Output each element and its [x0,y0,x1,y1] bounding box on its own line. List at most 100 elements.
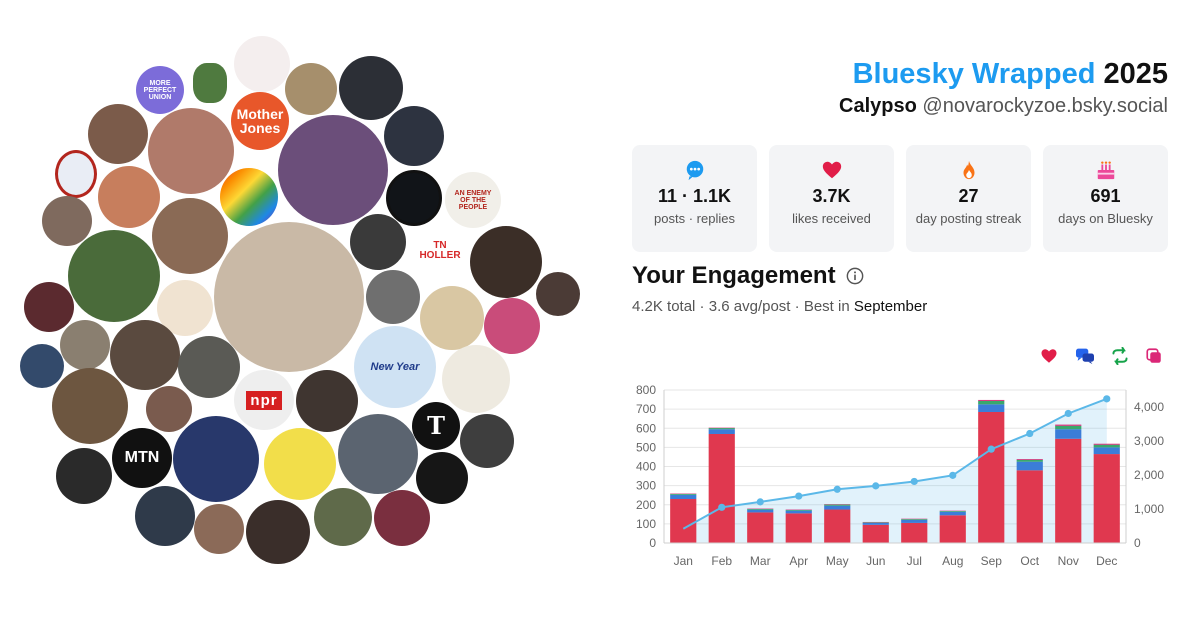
engagement-summary: 4.2K total · 3.6 avg/post · Best in Sept… [632,298,928,315]
stat-caption: day posting streak [915,211,1022,226]
avatar[interactable] [60,320,110,370]
bar-segment [824,504,851,506]
x-tick-label: Aug [942,554,963,568]
bar-segment [1055,429,1082,439]
bar-segment [978,404,1005,412]
bar-segment [747,509,774,513]
avatar[interactable] [278,115,388,225]
cumulative-point [910,477,918,486]
avatar[interactable] [148,108,234,194]
engagement-heading: Your Engagement [632,262,836,289]
avatar[interactable] [214,222,364,372]
bar-segment [708,428,735,430]
y-right-tick-label: 3,000 [1134,434,1164,448]
bar-segment [708,429,735,434]
info-icon[interactable] [846,267,864,285]
avatar[interactable] [88,104,148,164]
avatar[interactable] [110,320,180,390]
bar-segment [747,512,774,543]
avatar[interactable] [220,168,278,226]
avatar[interactable] [484,298,540,354]
y-left-tick-label: 0 [649,536,656,550]
x-tick-label: Jun [866,554,885,568]
avatar[interactable] [384,106,444,166]
y-right-tick-label: 0 [1134,536,1141,550]
user-identity: Calypso @novarockyzoe.bsky.social [839,95,1168,118]
avatar[interactable] [178,336,240,398]
reply-icon[interactable] [1075,347,1095,367]
repost-icon[interactable] [1110,346,1130,367]
bar-segment [785,510,812,514]
avatar[interactable] [135,486,195,546]
heart-icon [769,159,894,181]
avatar[interactable] [536,272,580,316]
npr-logo[interactable]: npr [234,370,294,430]
bar-segment [939,515,966,543]
page-title: Bluesky Wrapped 2025 [853,58,1168,91]
cumulative-point [872,482,880,490]
cumulative-line [682,397,1108,530]
tn-holler-logo[interactable]: TN HOLLER [412,236,468,266]
avatar[interactable] [338,414,418,494]
engagement-title: Your Engagement [632,262,864,290]
bar-segment [747,508,774,510]
user-handle[interactable]: @novarockyzoe.bsky.social [922,95,1168,117]
avatar[interactable] [339,56,403,120]
engagement-total-word: total [667,298,696,315]
avatar[interactable] [68,230,160,322]
avatar[interactable] [416,452,468,504]
avatar[interactable] [173,416,259,502]
avatar[interactable] [314,488,372,546]
y-left-tick-label: 500 [636,440,656,454]
new-year-avatar[interactable]: New Year [354,326,436,408]
enemy-of-the-people-logo[interactable]: AN ENEMY OF THE PEOPLE [445,172,501,228]
cumulative-point [1103,395,1111,403]
avatar[interactable] [152,198,228,274]
avatar[interactable] [42,196,92,246]
nyt-logo[interactable]: T [412,402,460,450]
avatar[interactable] [193,63,227,103]
avatar[interactable] [24,282,74,332]
avatar[interactable] [98,166,160,228]
bar-segment [862,522,889,525]
quote-icon[interactable] [1145,347,1165,367]
stat-value: 11 · 1.1K [657,186,732,206]
avatar[interactable] [285,63,337,115]
cumulative-point [949,471,957,479]
avatar[interactable] [194,504,244,554]
avatar[interactable] [374,490,430,546]
avatar[interactable] [52,368,128,444]
stat-value: 691 [1090,186,1121,206]
cumulative-point [1026,429,1034,438]
avatar[interactable] [55,150,97,198]
avatar[interactable] [264,428,336,500]
more-perfect-union-logo[interactable]: MORE PERFECT UNION [136,66,184,114]
heart-icon[interactable] [1040,347,1060,367]
cumulative-point [833,485,841,493]
x-tick-label: Sep [981,554,1003,568]
avatar[interactable] [420,286,484,350]
bar-segment [785,509,812,511]
avatar[interactable] [234,36,290,92]
engagement-best-month: September [853,298,928,315]
avatar[interactable] [350,214,406,270]
avatar[interactable] [442,345,510,413]
y-left-tick-label: 300 [636,479,656,493]
cumulative-point [987,445,995,453]
avatar[interactable] [470,226,542,298]
x-tick-label: Dec [1096,554,1117,568]
avatar[interactable] [246,500,310,564]
avatar[interactable] [366,270,420,324]
avatar[interactable] [296,370,358,432]
mtn-logo[interactable]: MTN [112,428,172,488]
avatar[interactable] [20,344,64,388]
avatar[interactable] [56,448,112,504]
x-tick-label: Nov [1058,554,1079,568]
flame-icon [906,159,1031,181]
mother-jones-logo[interactable]: Mother Jones [231,92,289,150]
bar-segment [1093,443,1120,445]
cumulative-point [756,498,764,506]
avatar[interactable] [386,170,442,226]
avatar[interactable] [460,414,514,468]
avatar[interactable] [146,386,192,432]
